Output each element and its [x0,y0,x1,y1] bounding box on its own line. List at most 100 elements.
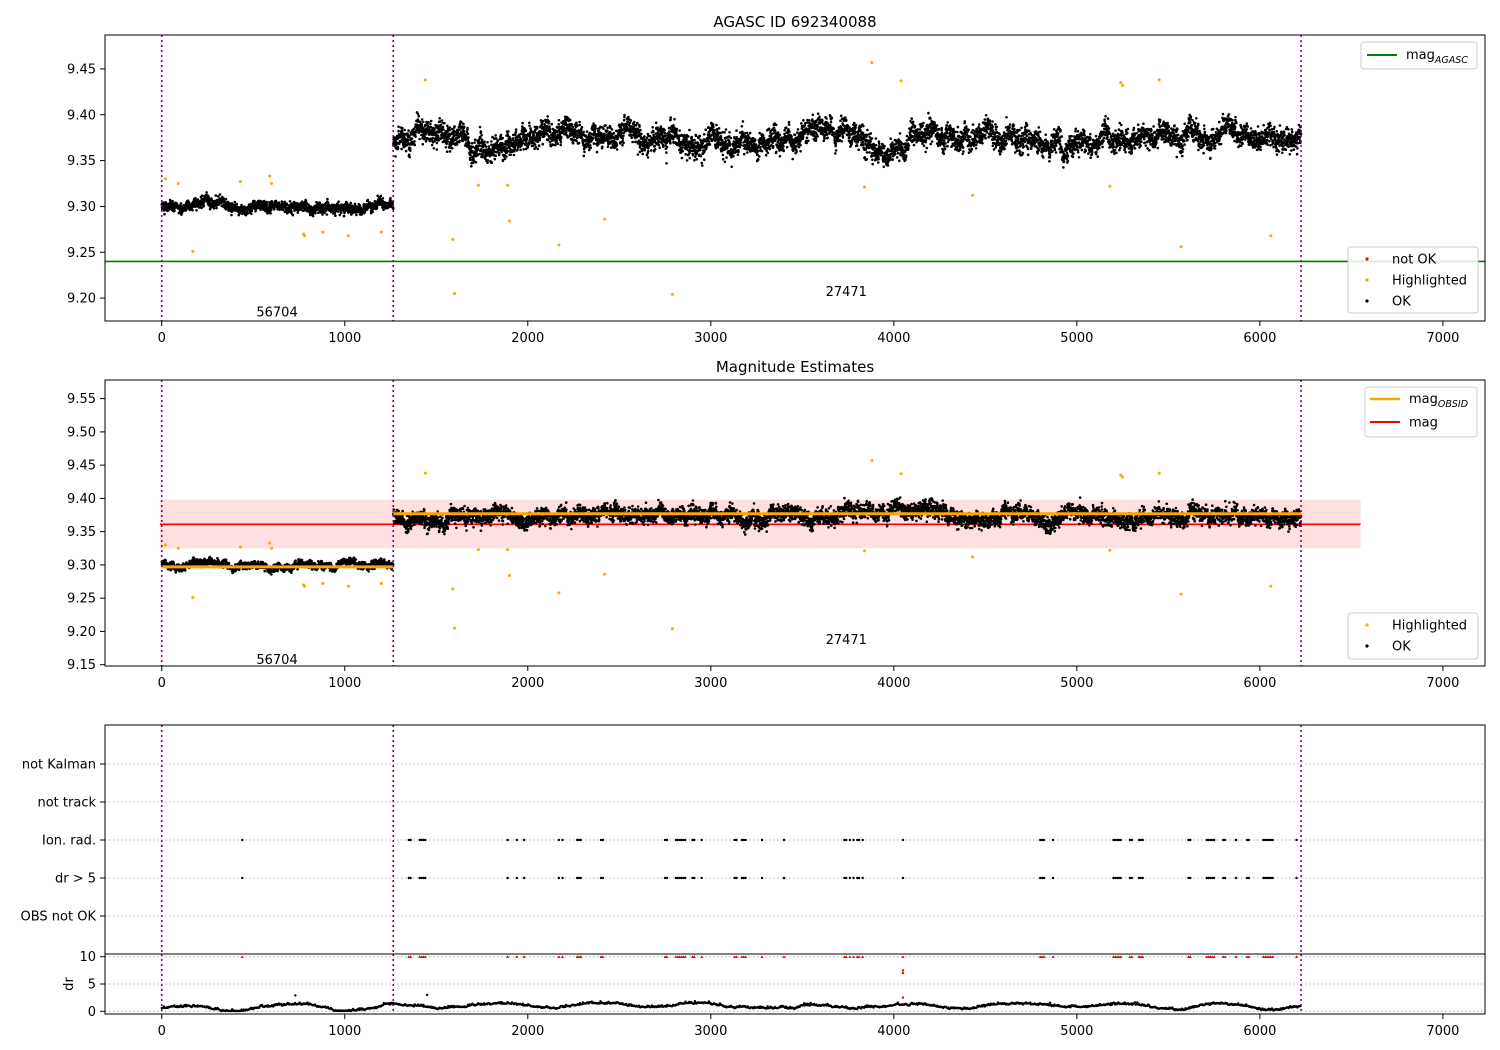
ok-point [447,137,450,140]
ok-point [355,213,358,217]
ok-point [723,131,726,134]
ok-point [494,137,498,140]
ok-point [704,128,707,131]
ok-point [371,210,375,214]
ok-point [406,138,410,142]
ok-point [782,149,785,153]
ok-point [695,158,698,161]
ok-point [893,152,897,156]
ok-point [691,153,695,157]
ok-point [723,160,727,164]
ok-point [724,128,728,131]
ok-point [205,191,208,194]
ok-point [848,135,851,139]
ok-point [863,156,867,159]
ok-point [622,141,625,145]
ok-point [437,139,440,142]
ok-point [761,133,765,137]
ok-point [214,194,218,197]
ok-point [877,161,880,164]
ok-point [898,132,902,135]
ok-point [570,123,574,126]
ok-point [337,200,340,203]
ok-point [548,125,551,128]
ok-point [474,161,478,164]
ok-point [538,136,542,140]
ok-point [790,135,793,138]
ok-point [254,210,257,213]
ok-point [634,124,638,127]
ok-point [443,121,446,125]
ok-point [788,130,791,133]
ok-point [665,145,669,149]
ok-point [528,124,531,128]
ok-point [304,204,308,207]
ok-point [536,147,539,151]
ok-point [658,146,661,149]
ok-point [774,123,778,127]
ok-point [467,136,470,139]
ok-point [444,146,448,149]
ok-point [493,157,497,161]
ok-point [290,209,293,213]
ok-point [430,133,434,137]
ok-point [673,117,676,121]
ok-point [842,131,846,135]
ok-point [866,128,869,132]
ok-point [591,137,595,140]
ok-point [840,140,843,143]
ok-point [348,203,351,207]
ok-point [450,146,454,150]
ok-point [181,209,185,213]
ok-point [663,131,667,135]
ok-point [602,127,605,130]
ok-point [480,138,484,142]
ok-point [768,147,772,151]
ok-point [507,130,510,133]
ok-point [639,128,642,132]
ok-point [400,130,404,134]
ok-point [571,141,575,145]
ok-point [224,197,228,201]
ok-point [623,113,626,117]
ok-point [630,136,633,140]
ok-point [830,116,834,120]
ok-point [218,193,222,196]
ok-point [759,145,762,149]
ok-point [576,124,579,127]
ok-point [541,142,544,146]
ok-point [683,133,686,137]
ok-point [925,146,929,150]
ok-point [594,124,597,127]
ok-point [325,213,329,216]
ok-point [473,141,476,144]
ok-point [437,136,440,139]
ok-point [772,145,775,148]
ok-point [681,146,684,149]
ok-point [841,136,845,139]
ok-point [758,155,761,158]
ok-point [896,151,900,155]
ok-point [729,136,733,140]
ok-point [621,137,625,140]
ok-point [578,120,581,124]
ok-point [398,142,401,146]
ok-point [703,158,706,161]
ok-point [869,140,872,143]
ok-point [362,202,366,206]
ok-point [881,151,884,154]
ok-point [222,197,225,200]
ok-point [739,143,742,147]
ok-point [862,124,865,128]
ok-point [527,143,531,146]
ok-point [870,154,874,157]
ok-point [889,137,892,140]
ok-point [754,143,758,146]
ok-point [839,114,843,118]
ok-point [215,206,218,210]
ok-point [825,117,828,120]
ok-point [871,162,874,166]
ok-point [536,125,539,129]
ok-point [468,141,471,145]
ok-point [725,147,729,150]
